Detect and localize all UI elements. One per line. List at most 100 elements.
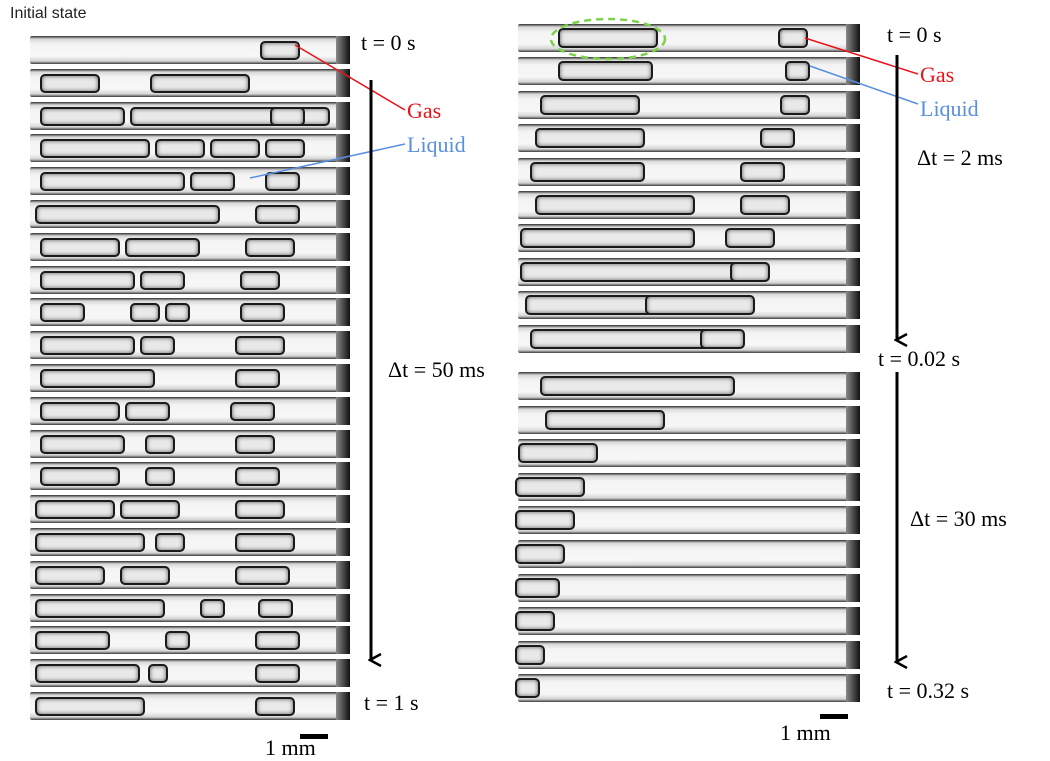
left-strip-21 <box>30 692 350 720</box>
right-bubble <box>515 476 585 497</box>
left-bubble <box>260 41 300 60</box>
left-scale-bar <box>300 734 328 739</box>
left-strip-6 <box>30 200 350 228</box>
left-bubble <box>125 401 170 421</box>
left-bubble <box>270 106 305 126</box>
right-bubble <box>700 328 745 349</box>
right-strip-1 <box>518 24 860 52</box>
right-strip-10 <box>518 324 860 353</box>
right-strip-11 <box>518 372 860 400</box>
right-strip-4 <box>518 124 860 153</box>
left-bubble <box>35 631 110 651</box>
left-strip-3 <box>30 101 350 130</box>
right-bubble <box>540 376 735 396</box>
right-t-mid: t = 0.02 s <box>878 346 961 371</box>
left-strip-19 <box>30 626 350 655</box>
right-strip-15 <box>515 506 860 535</box>
left-bubble <box>165 303 190 323</box>
left-strip-13 <box>30 429 350 458</box>
left-bubble <box>145 434 175 454</box>
left-bubble <box>255 697 295 716</box>
left-bubble <box>35 565 105 585</box>
left-gas-label: Gas <box>407 98 442 123</box>
left-strip-1 <box>30 36 350 64</box>
left-strip-16 <box>30 528 350 556</box>
right-strip-5 <box>518 157 860 186</box>
left-strip-4 <box>30 134 350 163</box>
right-bubble <box>535 128 645 149</box>
left-bubble <box>35 205 220 224</box>
right-bubble <box>515 544 565 564</box>
right-bubble <box>530 161 645 182</box>
right-strip-14 <box>515 472 860 501</box>
left-bubble <box>35 500 115 520</box>
right-strip-7 <box>518 224 860 253</box>
right-strip-17 <box>515 573 860 602</box>
right-bubble <box>515 577 560 598</box>
left-bubble <box>245 237 295 257</box>
left-strip-10 <box>30 331 350 360</box>
left-bubble <box>150 73 250 93</box>
right-bubble <box>740 161 785 182</box>
left-bubble <box>40 336 135 356</box>
right-bubble <box>778 28 808 48</box>
right-strip-20 <box>515 674 860 703</box>
left-bubble <box>235 500 285 520</box>
left-strip-12 <box>30 396 350 425</box>
left-strip-7 <box>30 232 350 261</box>
left-strip-11 <box>30 364 350 392</box>
left-bubble <box>155 139 205 159</box>
right-strip-18 <box>515 607 860 636</box>
right-bubble <box>785 61 810 82</box>
right-strip-9 <box>518 291 860 320</box>
left-bubble <box>140 270 185 290</box>
right-scale-bar-label: 1 mm <box>780 720 831 745</box>
left-t-end: t = 1 s <box>364 690 419 715</box>
right-bubble <box>740 195 790 215</box>
right-bubble <box>780 94 810 115</box>
left-bubble <box>255 664 300 684</box>
left-bubble <box>35 664 140 684</box>
right-bubble <box>558 28 658 48</box>
left-bubble <box>240 270 280 290</box>
left-caption: Initial state <box>10 5 87 22</box>
right-liquid-label: Liquid <box>920 96 979 121</box>
left-strip-14 <box>30 462 350 491</box>
right-bubble <box>545 409 665 430</box>
right-strip-2 <box>518 57 860 86</box>
right-strip-8 <box>518 257 860 286</box>
left-bubble <box>240 303 285 323</box>
left-bubble <box>40 237 120 257</box>
right-delta-t-top: Δt = 2 ms <box>917 145 1003 170</box>
right-bubble <box>518 443 598 464</box>
left-bubble <box>230 401 275 421</box>
left-bubble <box>40 401 120 421</box>
left-t-start: t = 0 s <box>361 30 416 55</box>
left-bubble <box>35 697 145 716</box>
left-bubble <box>210 139 260 159</box>
left-bubble <box>120 500 180 520</box>
right-strip-19 <box>515 640 860 669</box>
left-bubble <box>235 467 280 487</box>
right-bubble <box>515 644 545 665</box>
left-strip-18 <box>30 593 350 622</box>
left-bubble <box>40 434 125 454</box>
right-t-end: t = 0.32 s <box>887 678 970 703</box>
right-bubble <box>558 61 653 82</box>
left-strip-20 <box>30 659 350 688</box>
left-bubble <box>255 631 300 651</box>
left-bubble <box>35 598 165 618</box>
left-bubble <box>40 139 150 159</box>
left-bubble <box>165 631 190 651</box>
left-bubble <box>120 565 170 585</box>
left-bubble <box>40 369 155 388</box>
left-strip-15 <box>30 495 350 524</box>
left-bubble <box>200 598 225 618</box>
right-bubble <box>535 195 695 215</box>
left-bubble <box>235 336 285 356</box>
right-bubble <box>645 295 755 316</box>
left-bubble <box>40 73 100 93</box>
left-bubble <box>35 533 145 552</box>
left-liquid-label: Liquid <box>407 132 466 157</box>
